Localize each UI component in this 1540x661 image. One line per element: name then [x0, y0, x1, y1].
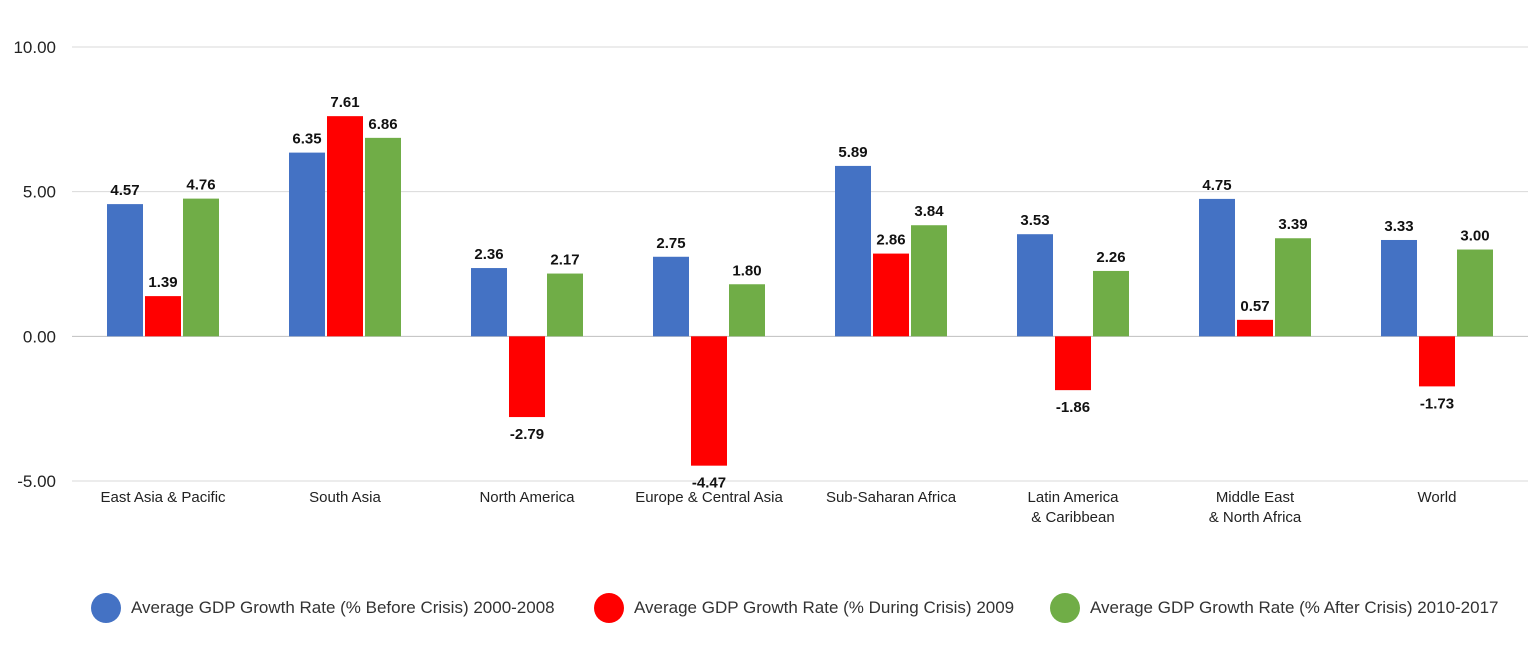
x-category-label: World — [1418, 489, 1457, 506]
legend-label-after-crisis: Average GDP Growth Rate (% After Crisis)… — [1090, 598, 1499, 617]
data-label: 2.26 — [1096, 249, 1125, 266]
bar — [911, 225, 947, 337]
data-label: 6.35 — [292, 131, 321, 148]
data-label: 3.00 — [1460, 228, 1489, 245]
x-category-label: East Asia & Pacific — [100, 489, 226, 506]
x-category-label: North America — [479, 489, 575, 506]
data-label: 7.61 — [330, 94, 359, 111]
legend-swatch-after-crisis — [1050, 593, 1080, 623]
data-label: 3.39 — [1278, 216, 1307, 233]
bar — [1017, 234, 1053, 337]
bar — [547, 273, 583, 337]
bar-chart: 10.00 5.00 0.00 -5.00 4.57 1.39 4.76 East Asia … — [13, 38, 1528, 526]
legend-label-during-crisis: Average GDP Growth Rate (% During Crisis… — [634, 598, 1015, 617]
bar — [509, 336, 545, 418]
data-label: 0.57 — [1240, 298, 1269, 315]
bar — [145, 296, 181, 337]
data-label: 3.84 — [914, 203, 944, 220]
bar — [107, 204, 143, 337]
data-label: -2.79 — [510, 426, 544, 443]
y-tick-label: 5.00 — [23, 183, 56, 202]
x-category-label: Sub-Saharan Africa — [826, 489, 957, 506]
data-label: 6.86 — [368, 116, 397, 133]
bar — [289, 152, 325, 337]
x-category-label: & Caribbean — [1031, 509, 1114, 526]
data-label: 2.86 — [876, 232, 905, 249]
data-label: 3.33 — [1384, 218, 1413, 235]
data-label: 4.75 — [1202, 177, 1231, 194]
data-label: 1.80 — [732, 262, 761, 279]
legend-item-before-crisis: Average GDP Growth Rate (% Before Crisis… — [91, 588, 555, 628]
data-label: 2.17 — [550, 252, 579, 269]
bar — [1275, 238, 1311, 337]
data-label: 3.53 — [1020, 212, 1049, 229]
bar — [873, 253, 909, 337]
x-category-label: Middle East — [1216, 489, 1295, 506]
legend-label-before-crisis: Average GDP Growth Rate (% Before Crisis… — [131, 598, 555, 617]
legend-item-after-crisis: Average GDP Growth Rate (% After Crisis)… — [1050, 588, 1499, 628]
bar — [327, 116, 363, 337]
bar — [1419, 336, 1455, 387]
bar — [1055, 336, 1091, 391]
bar — [729, 284, 765, 337]
data-label: 1.39 — [148, 274, 177, 291]
y-tick-label: 0.00 — [23, 327, 56, 346]
y-tick-label: 10.00 — [13, 38, 56, 57]
x-category-label: Latin America — [1028, 489, 1120, 506]
bar — [471, 268, 507, 337]
bar — [1381, 239, 1417, 337]
bar — [365, 137, 401, 337]
bar — [1457, 249, 1493, 337]
data-label: 2.36 — [474, 246, 503, 263]
bar — [1093, 270, 1129, 337]
bar — [183, 198, 219, 337]
bar — [653, 256, 689, 337]
x-category-label: & North Africa — [1209, 509, 1302, 526]
y-tick-label: -5.00 — [17, 472, 56, 491]
bar — [691, 336, 727, 466]
legend-swatch-during-crisis — [594, 593, 624, 623]
x-category-label: South Asia — [309, 489, 381, 506]
data-label: 2.75 — [656, 235, 685, 252]
x-category-label: Europe & Central Asia — [635, 489, 783, 506]
bar — [1237, 319, 1273, 337]
legend-item-during-crisis: Average GDP Growth Rate (% During Crisis… — [594, 588, 1014, 628]
legend: Average GDP Growth Rate (% Before Crisis… — [0, 588, 1540, 628]
data-label: -1.86 — [1056, 399, 1090, 416]
bar — [835, 165, 871, 337]
data-label: 5.89 — [838, 144, 867, 161]
legend-swatch-before-crisis — [91, 593, 121, 623]
data-label: 4.57 — [110, 182, 139, 199]
bar — [1199, 198, 1235, 337]
data-label: -4.47 — [692, 475, 726, 492]
data-label: 4.76 — [186, 177, 215, 194]
data-label: -1.73 — [1420, 395, 1454, 412]
